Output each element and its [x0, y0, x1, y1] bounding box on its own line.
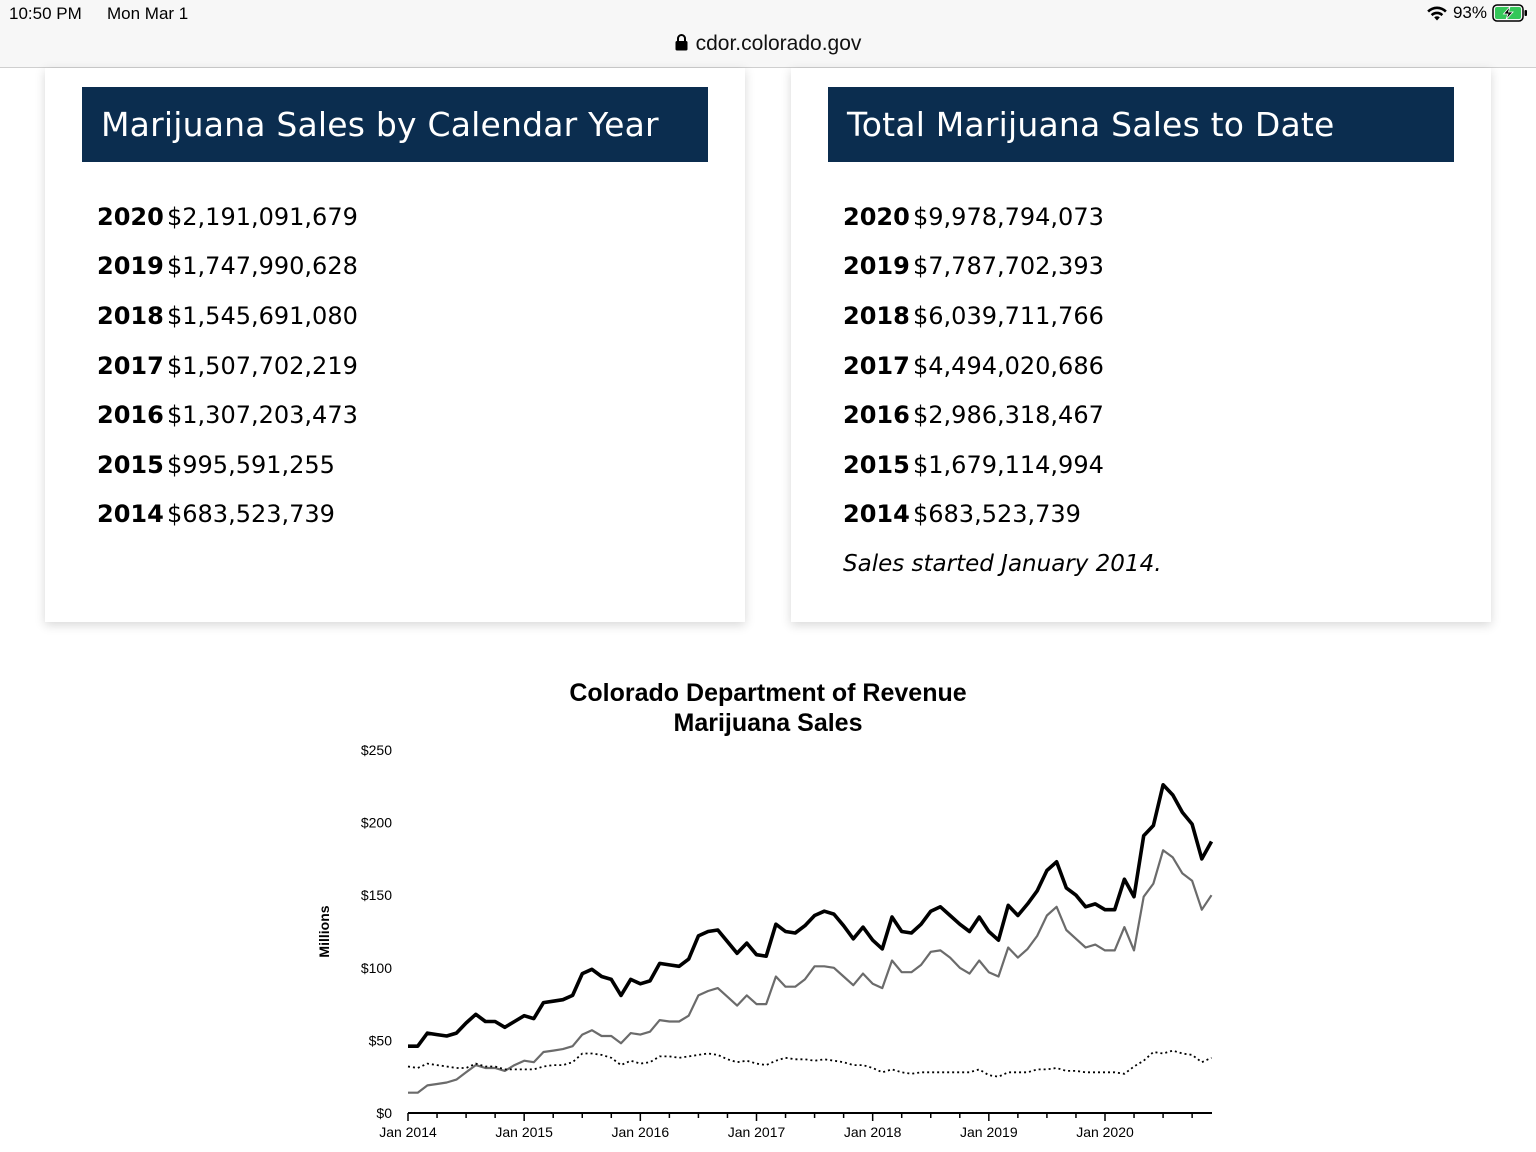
chart-subtitle: Marijuana Sales — [673, 709, 863, 737]
list-item: 2015 $995,591,255 — [97, 440, 335, 490]
year: 2020 — [843, 202, 910, 231]
year: 2019 — [843, 252, 910, 281]
battery-percent: 93% — [1452, 3, 1487, 22]
wifi-icon — [1427, 6, 1447, 20]
year: 2015 — [843, 450, 910, 479]
amount: $4,494,020,686 — [913, 351, 1104, 380]
list-item: 2016 $2,986,318,467 — [843, 390, 1162, 440]
status-time: 10:50 PM — [9, 4, 82, 23]
list-item: 2015 $1,679,114,994 — [843, 440, 1162, 490]
x-tick-label: Jan 2015 — [495, 1124, 553, 1140]
card-title: Total Marijuana Sales to Date — [828, 87, 1454, 162]
sales-start-note: Sales started January 2014. — [843, 550, 1162, 577]
year: 2014 — [97, 500, 164, 529]
list-item: 2016 $1,307,203,473 — [97, 390, 358, 440]
year: 2014 — [843, 500, 910, 529]
year: 2018 — [97, 301, 164, 330]
y-tick-label: $150 — [361, 887, 392, 903]
series-line-2 — [408, 849, 1213, 1094]
amount: $2,191,091,679 — [167, 202, 358, 231]
browser-top-bar: 10:50 PM Mon Mar 1 93% cdor.colorado.gov — [0, 0, 1536, 68]
line-chart: Millions $0 $50 $100 $150 $200 $250 Jan 2014 Jan… — [316, 742, 1214, 1140]
list-item: 2017 $1,507,702,219 — [97, 341, 358, 391]
sales-list: 2020 $2,191,091,679 2019 $1,747,990,628 20… — [97, 192, 358, 540]
amount: $1,307,203,473 — [167, 401, 358, 430]
list-item: 2014 $683,523,739 — [843, 490, 1162, 540]
totals-list: 2020 $9,978,794,073 2019 $7,787,702,393 20… — [843, 192, 1162, 589]
year: 2019 — [97, 252, 164, 281]
x-tick-label: Jan 2019 — [960, 1124, 1018, 1140]
amount: $995,591,255 — [167, 450, 335, 479]
series-line-3 — [407, 1049, 1212, 1078]
list-item: 2014 $683,523,739 — [97, 490, 335, 540]
y-tick-label: $100 — [361, 960, 392, 976]
x-tick-label: Jan 2020 — [1076, 1124, 1134, 1140]
list-item: 2018 $1,545,691,080 — [97, 291, 358, 341]
year: 2017 — [843, 351, 910, 380]
y-tick-label: $250 — [361, 742, 392, 758]
list-item: 2018 $6,039,711,766 — [843, 291, 1162, 341]
year: 2016 — [843, 401, 910, 430]
total-sales-card: Total Marijuana Sales to Date 2020 $9,978… — [791, 68, 1491, 622]
amount: $1,679,114,994 — [913, 450, 1104, 479]
amount: $1,507,702,219 — [167, 351, 358, 380]
list-item: 2020 $9,978,794,073 — [843, 192, 1162, 242]
amount: $6,039,711,766 — [913, 301, 1104, 330]
amount: $683,523,739 — [167, 500, 335, 529]
y-axis-label: Millions — [316, 905, 332, 957]
y-tick-label: $200 — [361, 815, 392, 831]
year: 2015 — [97, 450, 164, 479]
x-tick-label: Jan 2014 — [379, 1124, 437, 1140]
x-tick-label: Jan 2018 — [844, 1124, 902, 1140]
amount: $1,747,990,628 — [167, 252, 358, 281]
x-tick-label: Jan 2017 — [728, 1124, 786, 1140]
amount: $683,523,739 — [913, 500, 1081, 529]
battery-charging-icon — [1492, 4, 1527, 22]
y-tick-label: $0 — [376, 1105, 392, 1121]
series-line-1 — [408, 783, 1214, 1048]
list-item: 2019 $7,787,702,393 — [843, 242, 1162, 292]
address-bar[interactable]: cdor.colorado.gov — [0, 32, 1536, 56]
y-tick-label: $50 — [369, 1032, 393, 1048]
sales-by-year-card: Marijuana Sales by Calendar Year 2020 $2,… — [45, 68, 745, 622]
amount: $9,978,794,073 — [913, 202, 1104, 231]
amount: $1,545,691,080 — [167, 301, 358, 330]
status-date: Mon Mar 1 — [107, 4, 189, 23]
chart-title: Colorado Department of Revenue — [569, 679, 967, 707]
amount: $2,986,318,467 — [913, 401, 1104, 430]
x-tick-label: Jan 2016 — [612, 1124, 670, 1140]
year: 2017 — [97, 351, 164, 380]
year: 2018 — [843, 301, 910, 330]
amount: $7,787,702,393 — [913, 252, 1104, 281]
year: 2016 — [97, 401, 164, 430]
sales-chart: Colorado Department of Revenue Marijuana… — [0, 640, 1536, 1152]
list-item: 2019 $1,747,990,628 — [97, 242, 358, 292]
card-title: Marijuana Sales by Calendar Year — [82, 87, 708, 162]
url-text: cdor.colorado.gov — [695, 32, 862, 55]
lock-icon — [675, 34, 688, 51]
list-item: 2017 $4,494,020,686 — [843, 341, 1162, 391]
status-indicators: 93% — [1426, 3, 1528, 23]
year: 2020 — [97, 202, 164, 231]
list-item: 2020 $2,191,091,679 — [97, 192, 358, 242]
